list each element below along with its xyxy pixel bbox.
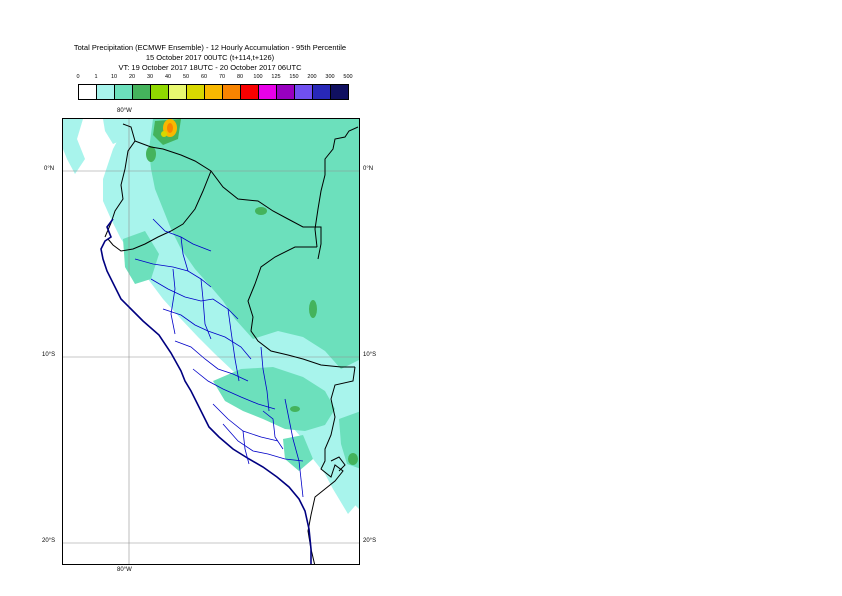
precip-peak-spot bbox=[161, 119, 177, 137]
legend-tick-label: 80 bbox=[236, 74, 244, 80]
legend-color-box bbox=[222, 84, 241, 100]
lat-label-right-20: 20°S bbox=[363, 538, 377, 544]
map-canvas bbox=[63, 119, 359, 564]
legend-tick-label: 30 bbox=[146, 74, 154, 80]
legend-tick-label: 200 bbox=[307, 74, 317, 80]
legend-color-box bbox=[276, 84, 295, 100]
legend-color-box bbox=[330, 84, 349, 100]
legend-tick-label: 500 bbox=[343, 74, 353, 80]
chart-title: Total Precipitation (ECMWF Ensemble) - 1… bbox=[73, 43, 347, 52]
legend-tick-label: 125 bbox=[271, 74, 281, 80]
legend-tick-label: 100 bbox=[253, 74, 263, 80]
legend-tick-label: 1 bbox=[94, 74, 98, 80]
lon-label-bottom: 80°W bbox=[117, 567, 132, 573]
legend-color-box bbox=[132, 84, 151, 100]
legend-color-box bbox=[114, 84, 133, 100]
coastline bbox=[100, 218, 312, 564]
lat-label-right-0: 0°N bbox=[363, 166, 374, 172]
graticule bbox=[63, 119, 359, 564]
lat-label-left-10: 10°S bbox=[42, 352, 56, 358]
run-time: 15 October 2017 00UTC (t+114,t+126) bbox=[145, 53, 275, 62]
legend-tick-label: 300 bbox=[325, 74, 335, 80]
legend-color-box bbox=[186, 84, 205, 100]
region-borders bbox=[134, 218, 304, 498]
legend-color-box bbox=[204, 84, 223, 100]
legend-tick-label: 60 bbox=[200, 74, 208, 80]
legend-color-box bbox=[150, 84, 169, 100]
legend-tick-label: 70 bbox=[218, 74, 226, 80]
precipitation-legend: 0 1 10 20 30 40 50 60 70 80 100 125 150 200 300 500 bbox=[76, 74, 356, 104]
legend-tick-label: 40 bbox=[164, 74, 172, 80]
legend-tick-label: 10 bbox=[110, 74, 118, 80]
lon-label-top: 80°W bbox=[117, 108, 132, 114]
lat-label-right-10: 10°S bbox=[363, 352, 377, 358]
legend-tick-label: 0 bbox=[76, 74, 80, 80]
legend-tick-label: 50 bbox=[182, 74, 190, 80]
legend-tick-label: 20 bbox=[128, 74, 136, 80]
legend-tick-label: 150 bbox=[289, 74, 299, 80]
precip-moderate-area bbox=[123, 119, 359, 471]
lat-label-left-0: 0°N bbox=[44, 166, 55, 172]
legend-color-box bbox=[78, 84, 97, 100]
valid-time: VT: 19 October 2017 18UTC - 20 October 2… bbox=[118, 63, 302, 72]
country-borders bbox=[104, 123, 359, 564]
legend-color-box bbox=[258, 84, 277, 100]
lat-label-left-20: 20°S bbox=[42, 538, 56, 544]
legend-color-box bbox=[96, 84, 115, 100]
legend-color-box bbox=[240, 84, 259, 100]
legend-color-box bbox=[168, 84, 187, 100]
legend-color-box bbox=[294, 84, 313, 100]
legend-color-box bbox=[312, 84, 331, 100]
map-panel bbox=[62, 118, 360, 565]
